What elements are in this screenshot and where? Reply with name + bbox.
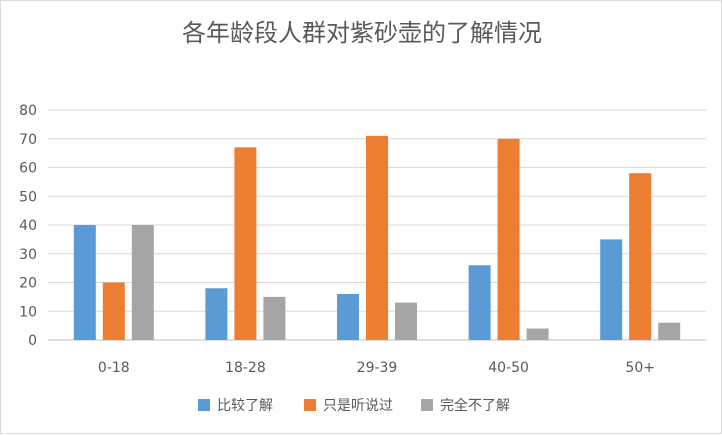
bar-50+-只是听说过 (629, 173, 652, 340)
legend-label: 完全不了解 (440, 397, 510, 414)
bar-50+-完全不了解 (658, 322, 681, 340)
y-tick-label: 10 (19, 304, 37, 320)
bar-29-39-完全不了解 (395, 302, 417, 340)
legend-item: 完全不了解 (421, 397, 510, 414)
y-tick-label: 0 (28, 333, 37, 349)
y-tick-label: 40 (19, 218, 37, 234)
bar-18-28-比较了解 (205, 288, 228, 340)
y-tick-label: 80 (19, 103, 37, 119)
legend-swatch (421, 399, 433, 411)
x-tick-label: 50+ (625, 360, 655, 376)
y-axis: 0 10 20 30 40 50 60 70 80 (19, 103, 37, 349)
y-tick-label: 20 (19, 276, 37, 292)
bar-40-50-只是听说过 (497, 138, 520, 340)
y-tick-label: 70 (19, 132, 37, 148)
legend-swatch (198, 399, 210, 411)
bar-0-18-完全不了解 (131, 225, 154, 340)
x-tick-label: 18-28 (225, 360, 266, 376)
bar-50+-比较了解 (600, 239, 623, 340)
x-tick-label: 0-18 (98, 360, 130, 376)
y-tick-label: 30 (19, 247, 37, 263)
legend-item: 只是听说过 (304, 398, 393, 414)
bar-18-28-完全不了解 (263, 296, 286, 340)
bar-0-18-比较了解 (73, 225, 96, 340)
chart-title: 各年龄段人群对紫砂壶的了解情况 (182, 19, 542, 47)
bar-40-50-比较了解 (468, 265, 491, 340)
bar-0-18-只是听说过 (102, 282, 125, 340)
bar-40-50-完全不了解 (526, 328, 549, 340)
bar-29-39-比较了解 (337, 294, 359, 340)
legend-label: 只是听说过 (323, 398, 393, 414)
legend-item: 比较了解 (198, 398, 273, 414)
y-tick-label: 60 (19, 161, 37, 177)
legend-swatch (304, 399, 316, 411)
y-tick-label: 50 (19, 189, 37, 205)
x-tick-label: 40-50 (488, 360, 529, 376)
bar-18-28-只是听说过 (234, 147, 257, 340)
x-tick-label: 29-39 (357, 360, 398, 376)
bar-29-39-只是听说过 (366, 135, 388, 340)
bars-layer (73, 135, 681, 340)
x-axis: 0-18 18-28 29-39 40-50 50+ (98, 360, 655, 376)
legend: 比较了解 只是听说过 完全不了解 (198, 397, 510, 414)
legend-label: 比较了解 (217, 398, 273, 414)
